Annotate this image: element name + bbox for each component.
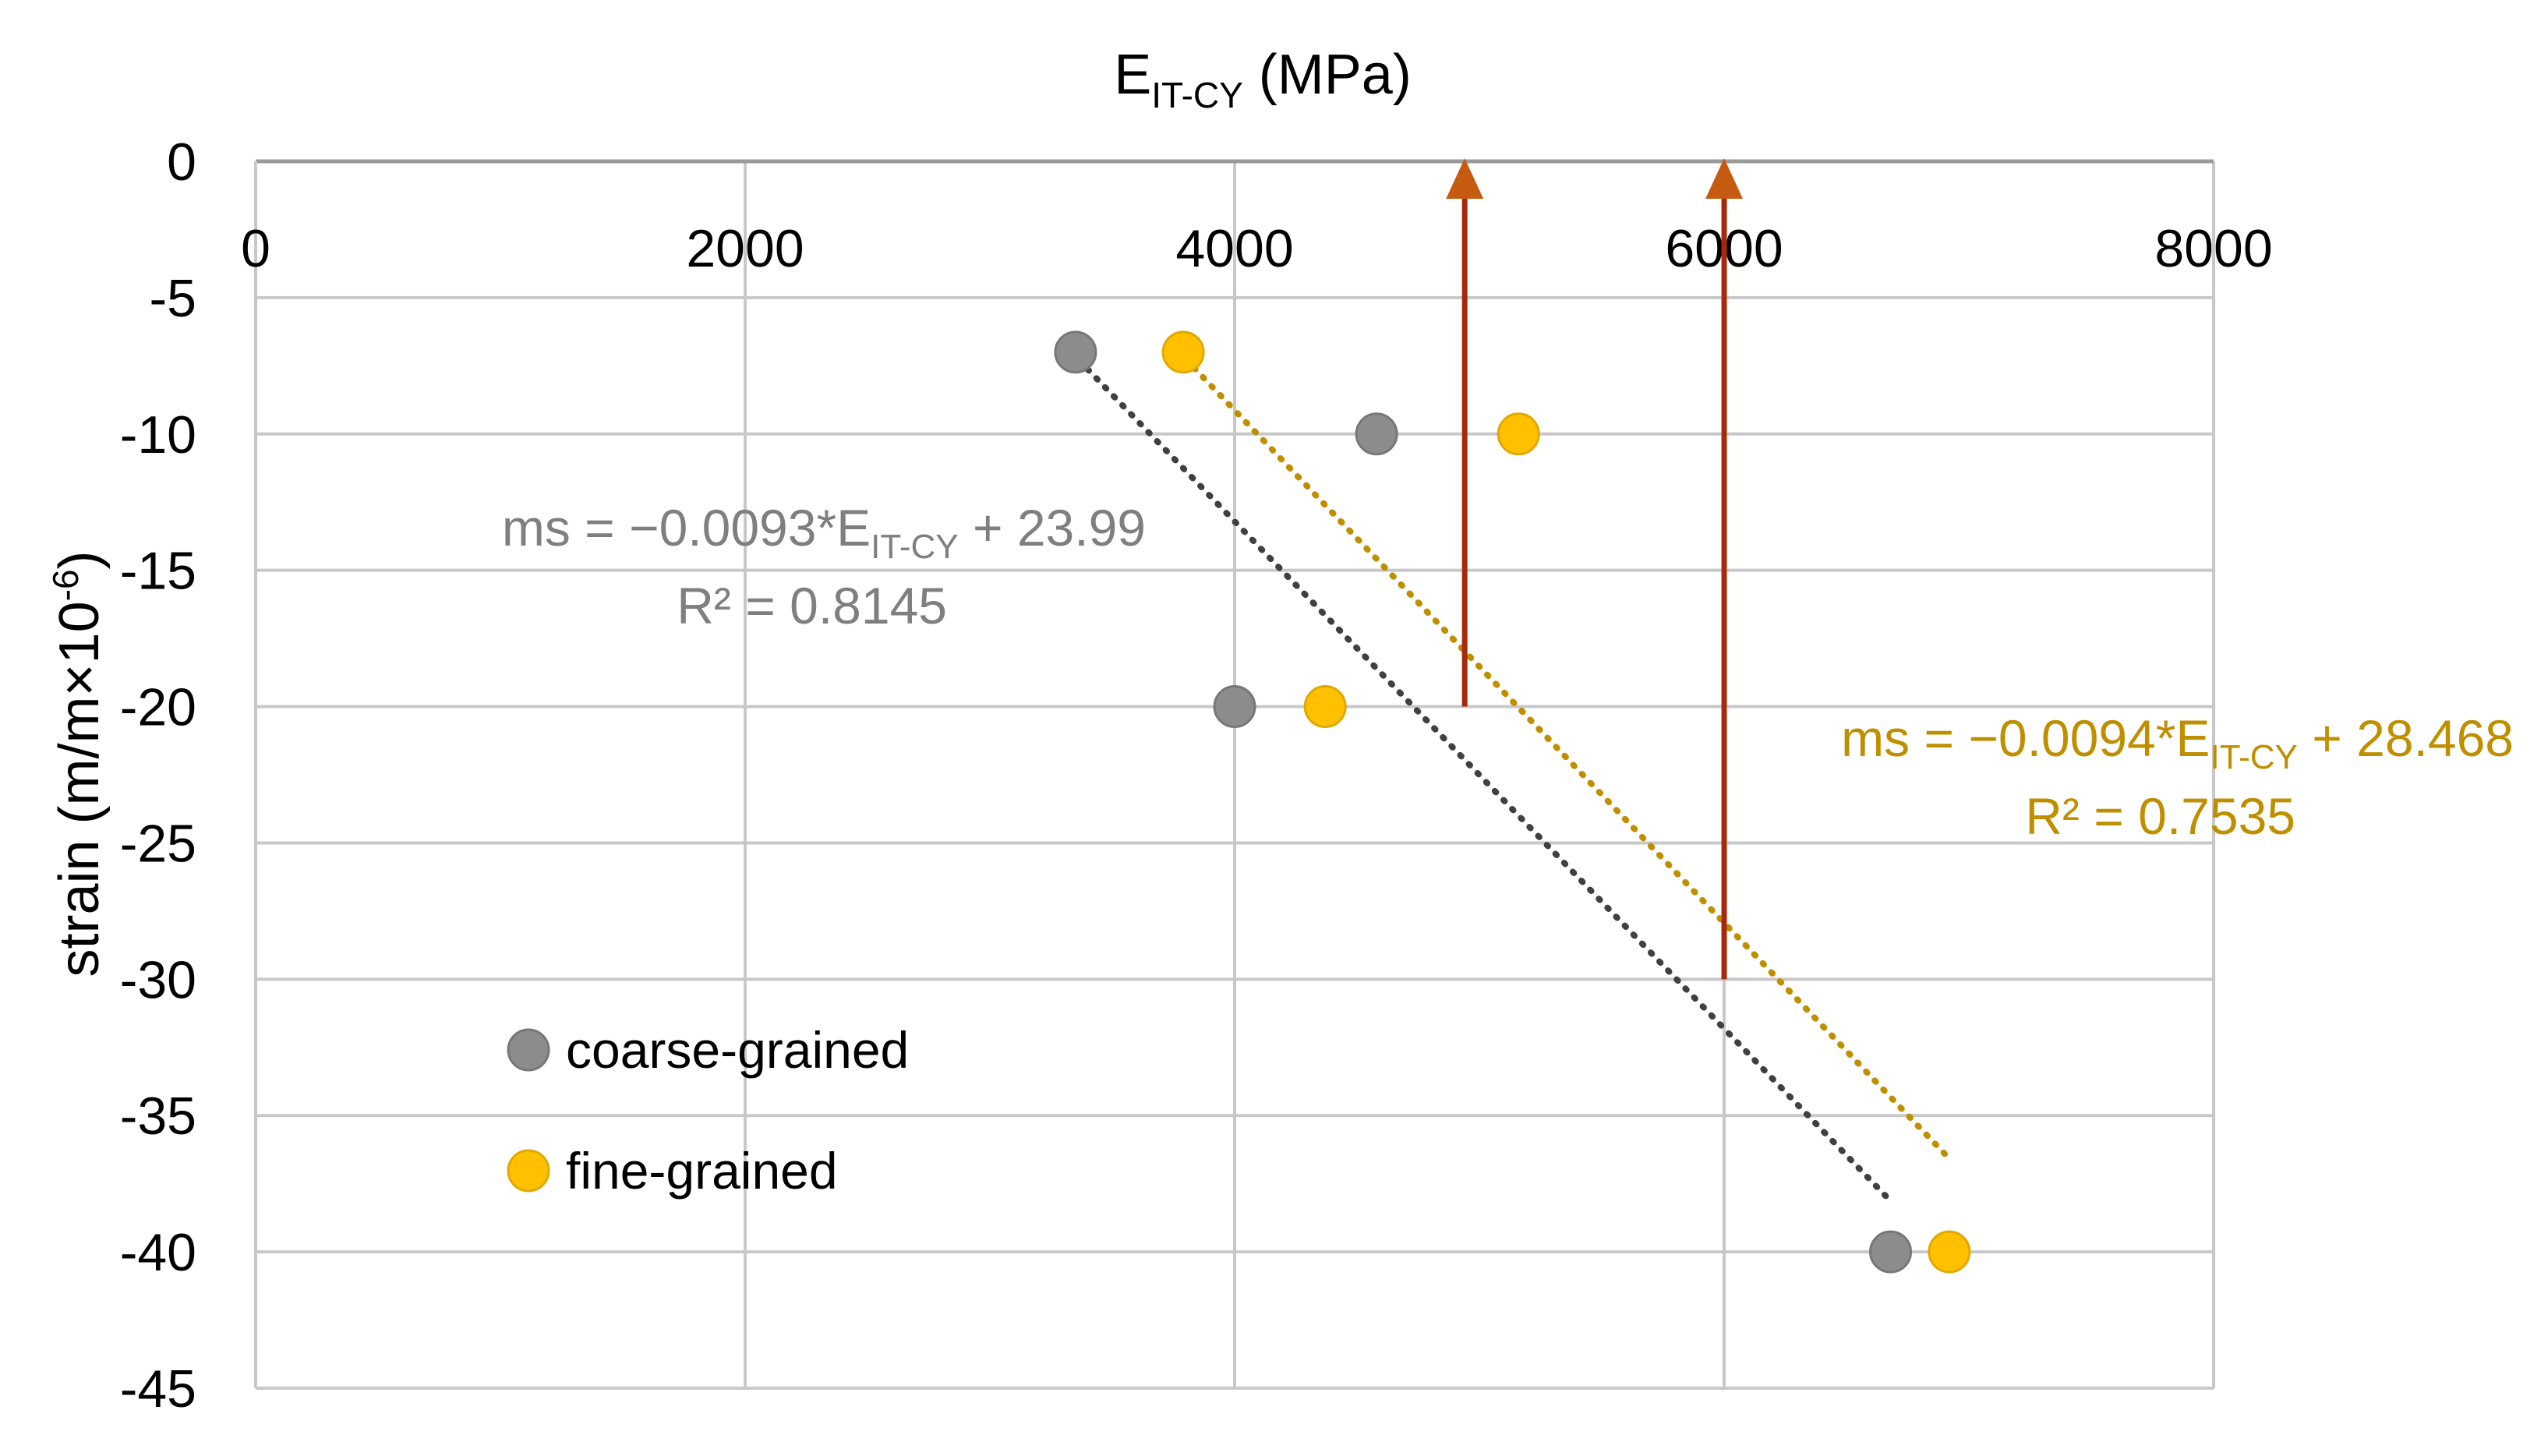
arrow-head-0	[1446, 158, 1484, 199]
trendline-coarse-grained	[1084, 366, 1894, 1204]
data-points	[1054, 330, 1971, 1274]
y-tick-label-7: -35	[120, 1087, 196, 1146]
coarse-trendline-equation: ms = −0.0093*EIT-CY + 23.99	[502, 499, 1146, 566]
trendlines	[1084, 355, 1953, 1204]
x-tick-label-4: 8000	[2154, 219, 2272, 278]
legend-marker-coarse	[507, 1028, 550, 1072]
y-axis-title: strain (m/m×10-6)	[45, 550, 111, 977]
arrows	[1446, 158, 1743, 980]
x-tick-label-1: 2000	[686, 219, 804, 278]
fine-trendline-r2: R² = 0.7535	[2025, 787, 2295, 845]
y-tick-label-9: -45	[120, 1359, 196, 1419]
y-tick-labels: 0 -5 -10 -15 -20 -25 -30 -35 -40 -45	[120, 133, 196, 1419]
y-tick-label-3: -15	[120, 542, 196, 601]
y-tick-label-6: -30	[120, 950, 196, 1009]
x-tick-labels: 0 2000 4000 6000 8000	[241, 219, 2273, 278]
coarse-trendline-r2: R² = 0.8145	[677, 577, 947, 634]
y-tick-label-2: -10	[120, 405, 196, 465]
x-tick-label-2: 4000	[1175, 219, 1293, 278]
x-axis-title: EIT-CY (MPa)	[1114, 44, 1412, 115]
point-coarse-grained-0	[1054, 330, 1097, 374]
trendline-fine-grained	[1182, 355, 1953, 1162]
legend: coarse-grained fine-grained	[507, 1021, 909, 1200]
point-fine-grained-0	[1161, 330, 1205, 374]
arrow-head-1	[1705, 158, 1743, 199]
y-tick-label-8: -40	[120, 1223, 196, 1282]
y-tick-label-5: -25	[120, 814, 196, 873]
x-tick-label-0: 0	[241, 219, 270, 278]
legend-label-coarse: coarse-grained	[566, 1021, 909, 1079]
y-tick-label-0: 0	[167, 133, 196, 192]
point-fine-grained-2	[1303, 685, 1347, 729]
y-tick-label-1: -5	[150, 269, 196, 328]
plot-frame	[254, 159, 2214, 1388]
point-coarse-grained-2	[1213, 685, 1256, 729]
fine-trendline-equation: ms = −0.0094*EIT-CY + 28.468	[1841, 709, 2514, 776]
y-tick-label-4: -20	[120, 678, 196, 737]
point-coarse-grained-3	[1869, 1230, 1913, 1274]
legend-marker-fine	[507, 1149, 550, 1193]
legend-label-fine: fine-grained	[566, 1142, 838, 1200]
point-fine-grained-1	[1497, 412, 1540, 456]
point-fine-grained-3	[1928, 1230, 1971, 1274]
grid	[254, 160, 2215, 1390]
point-coarse-grained-1	[1355, 412, 1398, 456]
